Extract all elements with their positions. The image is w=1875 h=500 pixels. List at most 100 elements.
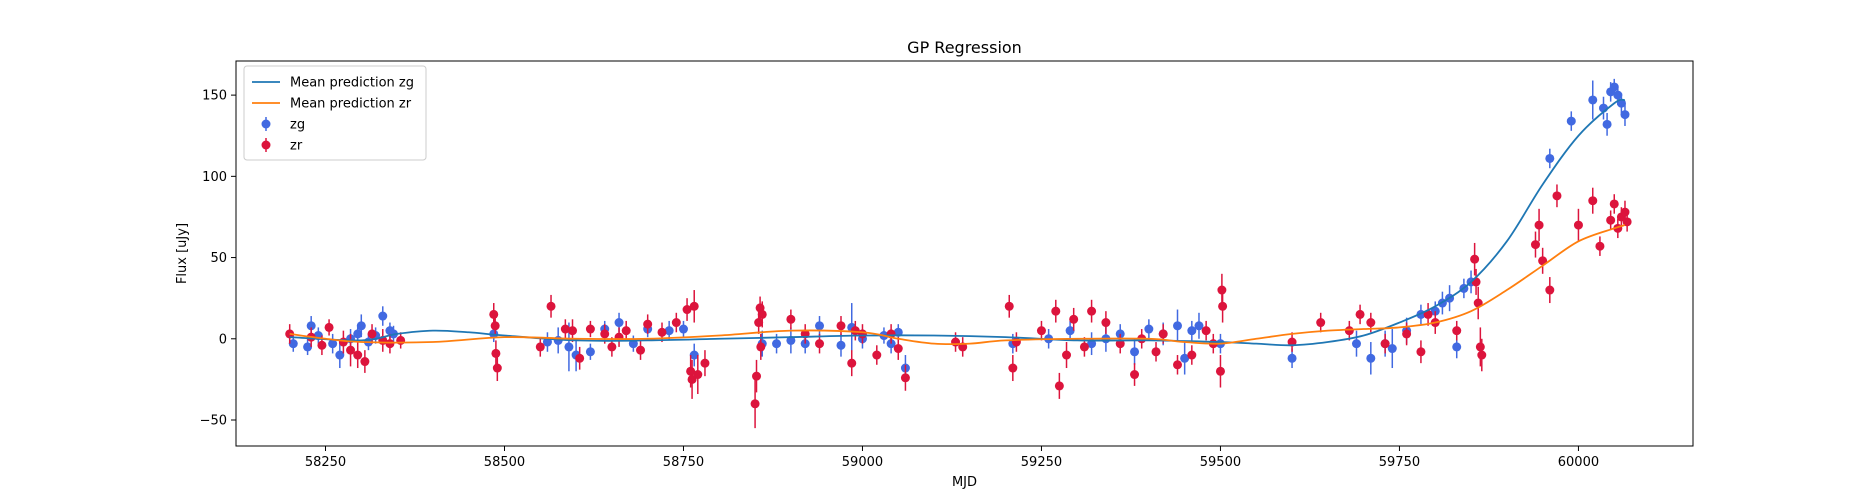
data-point-zr	[815, 339, 825, 349]
data-point-zr	[1287, 337, 1297, 347]
data-point-zr	[1115, 339, 1125, 349]
data-point-zr	[757, 309, 767, 319]
y-tick-label: 50	[210, 251, 227, 266]
data-point-zr	[1158, 329, 1168, 339]
data-point-zr	[1595, 241, 1605, 251]
data-point-zr	[621, 326, 631, 336]
data-point-zr	[353, 350, 363, 360]
data-point-zr	[1423, 309, 1433, 319]
data-point-zr	[754, 318, 764, 328]
data-point-zr	[1416, 347, 1426, 357]
data-point-zr	[1545, 285, 1555, 295]
data-point-zr	[893, 344, 903, 354]
chart-title: GP Regression	[907, 38, 1022, 57]
data-point-zg	[1194, 321, 1204, 331]
data-point-zr	[560, 324, 570, 334]
data-point-zg	[689, 350, 699, 360]
legend-label: zr	[290, 139, 303, 154]
data-point-zr	[1380, 339, 1390, 349]
data-point-zr	[836, 321, 846, 331]
x-tick-label: 58250	[305, 455, 346, 470]
data-point-zr	[850, 326, 860, 336]
data-point-zg	[614, 318, 624, 328]
data-point-zg	[303, 342, 313, 352]
data-point-zg	[328, 339, 338, 349]
data-point-zg	[1144, 324, 1154, 334]
data-point-zr	[857, 329, 867, 339]
data-point-zg	[1173, 321, 1183, 331]
x-tick-label: 60000	[1558, 455, 1599, 470]
legend-point-swatch	[261, 140, 271, 150]
data-point-zg	[353, 329, 363, 339]
legend-label: Mean prediction zg	[290, 76, 414, 91]
data-point-zr	[1470, 254, 1480, 264]
legend-point-swatch	[261, 119, 271, 129]
data-point-zr	[1606, 215, 1616, 225]
data-point-zr	[585, 324, 595, 334]
y-tick-label: 150	[202, 89, 227, 104]
data-point-zg	[288, 339, 298, 349]
data-point-zg	[585, 347, 595, 357]
data-point-zr	[900, 373, 910, 383]
data-point-zr	[1477, 350, 1487, 360]
data-point-zg	[378, 311, 388, 321]
data-point-zg	[335, 350, 345, 360]
data-point-zr	[367, 329, 377, 339]
data-point-zr	[786, 314, 796, 324]
data-point-zr	[568, 326, 578, 336]
data-point-zg	[1130, 347, 1140, 357]
data-point-zr	[1366, 318, 1376, 328]
x-tick-label: 59500	[1200, 455, 1241, 470]
data-point-zg	[1588, 95, 1598, 105]
y-tick-label: 100	[202, 170, 227, 185]
data-point-zr	[1173, 360, 1183, 370]
data-point-zg	[1452, 342, 1462, 352]
data-point-zr	[360, 357, 370, 367]
data-point-zr	[1355, 309, 1365, 319]
data-point-zr	[872, 350, 882, 360]
data-point-zr	[1316, 318, 1326, 328]
data-point-zr	[1218, 301, 1228, 311]
data-point-zr	[1402, 329, 1412, 339]
data-point-zr	[385, 339, 395, 349]
data-point-zr	[1609, 199, 1619, 209]
data-point-zr	[1215, 366, 1225, 376]
y-tick-label: −50	[200, 414, 227, 429]
data-point-zr	[575, 353, 585, 363]
data-point-zr	[1344, 326, 1354, 336]
mean-prediction-layer	[289, 98, 1626, 347]
data-point-zr	[700, 358, 710, 368]
data-point-zr	[1452, 326, 1462, 336]
data-point-zr	[489, 309, 499, 319]
data-point-zr	[490, 321, 500, 331]
data-point-zr	[1087, 306, 1097, 316]
data-point-zg	[1602, 119, 1612, 129]
data-point-zr	[1036, 326, 1046, 336]
data-point-zr	[600, 329, 610, 339]
data-point-zr	[693, 370, 703, 380]
data-point-zr	[643, 319, 653, 329]
data-point-zr	[491, 348, 501, 358]
data-point-zr	[1201, 326, 1211, 336]
x-axis-label: MJD	[952, 475, 977, 490]
plot-area	[235, 60, 1694, 447]
data-point-zr	[317, 340, 327, 350]
data-point-zr	[1534, 220, 1544, 230]
data-point-zg	[1609, 82, 1619, 92]
data-point-zr	[1051, 306, 1061, 316]
legend: Mean prediction zg Mean prediction zr zg zr	[243, 65, 427, 161]
y-tick-label: 0	[219, 332, 227, 347]
data-point-zg	[836, 340, 846, 350]
data-point-zr	[1069, 314, 1079, 324]
legend-label: Mean prediction zr	[290, 97, 412, 112]
data-point-zr	[346, 345, 356, 355]
y-axis: −50 0 50 100 150	[200, 89, 236, 429]
data-point-zr	[1101, 318, 1111, 328]
data-point-zr	[535, 342, 545, 352]
data-point-zr	[1475, 342, 1485, 352]
data-point-zr	[636, 345, 646, 355]
data-point-zr	[1008, 363, 1018, 373]
data-point-zg	[1387, 344, 1397, 354]
data-point-zg	[564, 342, 574, 352]
